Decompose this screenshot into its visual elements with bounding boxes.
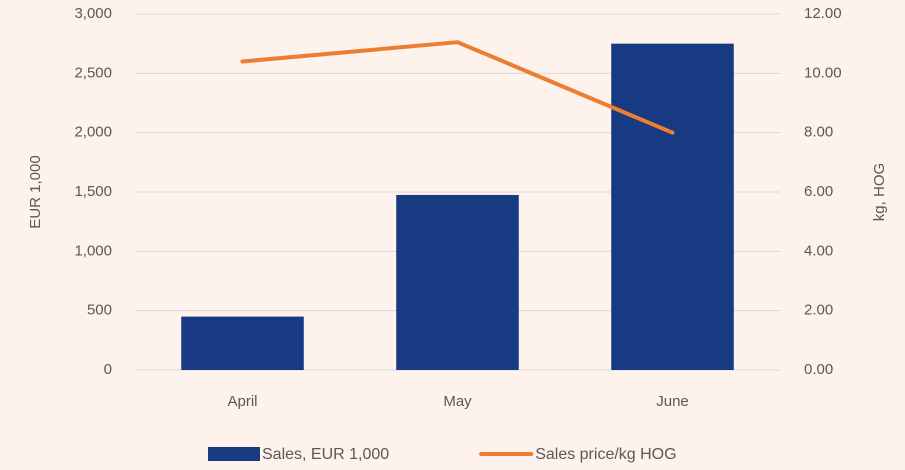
y-tick-label: 1,000 (74, 242, 112, 259)
y-tick-label: 2,500 (74, 64, 112, 81)
legend-label: Sales price/kg HOG (535, 446, 676, 463)
y2-tick-label: 4.00 (804, 242, 833, 259)
x-tick-label: June (656, 393, 689, 410)
y2-axis-label: kg, HOG (871, 163, 888, 221)
y2-tick-label: 12.00 (804, 5, 842, 22)
y2-tick-label: 8.00 (804, 124, 833, 141)
legend-swatch (208, 447, 260, 461)
y2-tick-label: 6.00 (804, 183, 833, 200)
y-axis-label: EUR 1,000 (27, 155, 44, 228)
bar (181, 316, 304, 370)
y2-tick-label: 10.00 (804, 64, 842, 81)
y-tick-label: 0 (104, 361, 112, 378)
line (240, 40, 675, 135)
y-tick-label: 2,000 (74, 124, 112, 141)
y2-tick-label: 0.00 (804, 361, 833, 378)
y-tick-label: 1,500 (74, 183, 112, 200)
y2-tick-label: 2.00 (804, 302, 833, 319)
legend-label: Sales, EUR 1,000 (262, 446, 389, 463)
bar (396, 194, 519, 370)
x-tick-label: May (443, 393, 472, 410)
y-tick-label: 500 (87, 302, 112, 319)
bar (611, 43, 734, 371)
x-tick-label: April (227, 393, 257, 410)
y-tick-label: 3,000 (74, 5, 112, 22)
